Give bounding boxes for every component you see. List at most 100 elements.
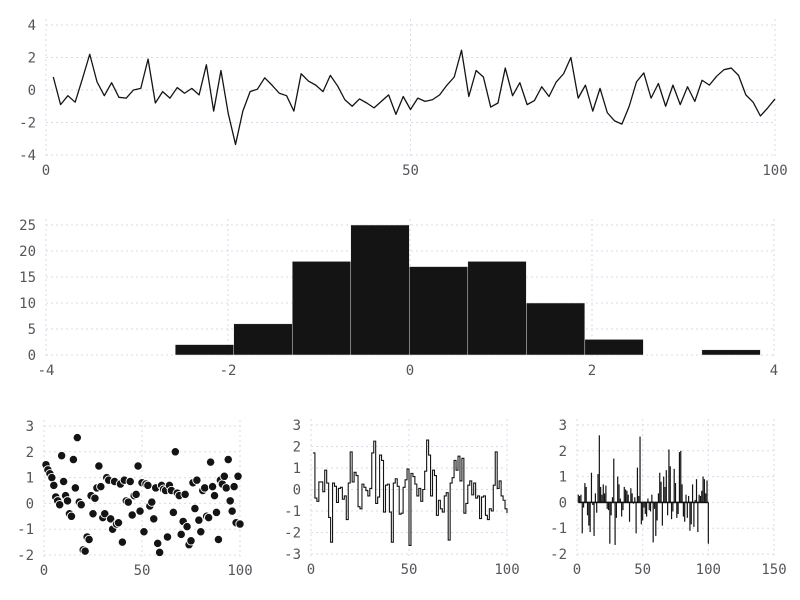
scatter-point bbox=[80, 546, 90, 556]
scatter-point bbox=[207, 481, 218, 492]
histogram-bars bbox=[174, 224, 761, 356]
x-tick-label: 100 bbox=[494, 562, 519, 578]
stem-bar bbox=[590, 472, 593, 503]
scatter-point bbox=[227, 506, 237, 516]
y-tick-label: 20 bbox=[19, 244, 36, 260]
stem-bar bbox=[681, 484, 683, 503]
scatter-point bbox=[192, 475, 202, 485]
scatter-point bbox=[211, 507, 222, 518]
scatter-point bbox=[123, 497, 133, 507]
histogram-plot: -4 -2 0 2 4 0 5 10 15 20 25 bbox=[19, 218, 778, 379]
stem-bar bbox=[646, 502, 648, 517]
y-tick-label: -2 bbox=[284, 526, 301, 542]
scatter-point bbox=[113, 518, 124, 528]
y-tick-label: 0 bbox=[28, 348, 36, 364]
stem-bar bbox=[598, 435, 600, 503]
scatter-point bbox=[143, 480, 153, 490]
x-tick-label: 0 bbox=[307, 562, 315, 578]
stem-bar bbox=[677, 502, 679, 515]
stem-bar bbox=[615, 502, 617, 518]
stem-bar bbox=[670, 502, 673, 520]
x-tick-label: 100 bbox=[227, 563, 252, 579]
scatter-point bbox=[55, 500, 65, 510]
scatter-point bbox=[209, 491, 220, 501]
tick-labels: -4 -2 0 2 4 0 5 10 15 20 25 bbox=[19, 218, 778, 379]
timeseries-plot: 0 50 100 -4 -2 0 2 4 bbox=[19, 18, 788, 179]
stem-bar bbox=[613, 458, 615, 503]
stem-bar bbox=[630, 488, 632, 503]
stem-bar bbox=[624, 489, 627, 503]
stem-bar bbox=[686, 502, 688, 518]
scatter-point bbox=[133, 461, 143, 471]
x-tick-label: 4 bbox=[770, 363, 778, 379]
stem-bar bbox=[640, 502, 642, 525]
y-tick-label: 2 bbox=[28, 51, 36, 67]
scatter-point bbox=[213, 534, 224, 545]
stem-bar bbox=[672, 502, 674, 512]
stem-bar bbox=[631, 493, 633, 503]
stem-bar bbox=[689, 502, 691, 531]
scatter-points bbox=[41, 432, 245, 558]
stem-bar bbox=[628, 502, 631, 522]
stem-bar bbox=[652, 502, 654, 543]
tick-labels: 0 50 100 -3 -2 -1 0 1 2 3 bbox=[284, 418, 520, 578]
x-tick-label: 50 bbox=[634, 562, 651, 578]
y-tick-label: -3 bbox=[284, 547, 301, 563]
histogram-bar bbox=[467, 261, 527, 356]
stem-bar bbox=[656, 502, 658, 521]
stem-bar bbox=[635, 502, 637, 534]
scatter-point bbox=[84, 534, 94, 545]
histogram-bar bbox=[701, 349, 761, 356]
scatter-point bbox=[233, 471, 243, 481]
stem-bar bbox=[691, 484, 694, 503]
scatter-point bbox=[94, 461, 104, 471]
x-tick-label: 50 bbox=[134, 563, 151, 579]
stem-bar bbox=[581, 502, 583, 534]
y-tick-label: 5 bbox=[28, 322, 36, 338]
stem-bar bbox=[688, 495, 690, 503]
x-tick-label: 0 bbox=[42, 163, 50, 179]
stem-bar bbox=[639, 436, 641, 503]
y-tick-label: -1 bbox=[284, 504, 301, 520]
stem-bar bbox=[647, 498, 649, 503]
stem-bar bbox=[665, 470, 667, 503]
scatter-point bbox=[186, 536, 196, 546]
stem-bar bbox=[693, 502, 695, 527]
stem-bar bbox=[584, 483, 586, 503]
histogram-bar bbox=[174, 344, 234, 356]
scatter-point bbox=[88, 509, 98, 519]
scatter-point bbox=[66, 511, 77, 521]
stem-bar bbox=[655, 502, 657, 536]
stem-bar bbox=[621, 502, 623, 517]
y-tick-label: 2 bbox=[293, 440, 301, 456]
y-tick-label: -1 bbox=[550, 521, 567, 537]
y-tick-label: -4 bbox=[19, 148, 36, 164]
x-tick-label: -4 bbox=[38, 363, 55, 379]
stem-bar bbox=[653, 502, 656, 509]
stem-bar bbox=[667, 502, 669, 516]
grid-lines bbox=[45, 19, 776, 159]
stem-bar bbox=[694, 499, 696, 503]
stem-bar bbox=[594, 493, 596, 503]
stem-bar bbox=[648, 502, 650, 511]
stem-bar bbox=[673, 468, 675, 503]
stem-bar bbox=[701, 490, 703, 503]
stem-bar bbox=[697, 502, 699, 533]
stem-bar bbox=[642, 502, 644, 521]
scatter-point bbox=[154, 547, 165, 558]
scatter-point bbox=[223, 454, 233, 465]
x-tick-label: 0 bbox=[40, 563, 48, 579]
stem-bar bbox=[695, 479, 698, 503]
y-tick-label: -2 bbox=[17, 548, 34, 564]
scatter-point bbox=[72, 432, 82, 443]
stem-bar bbox=[586, 502, 589, 516]
y-tick-label: 15 bbox=[19, 270, 36, 286]
scatter-point bbox=[225, 496, 235, 506]
stem-bar bbox=[589, 502, 591, 533]
scatter-point bbox=[219, 471, 229, 481]
stem-bar bbox=[668, 449, 670, 503]
x-tick-label: 50 bbox=[402, 163, 419, 179]
stem-bar bbox=[676, 502, 678, 518]
scatter-point bbox=[235, 519, 245, 529]
